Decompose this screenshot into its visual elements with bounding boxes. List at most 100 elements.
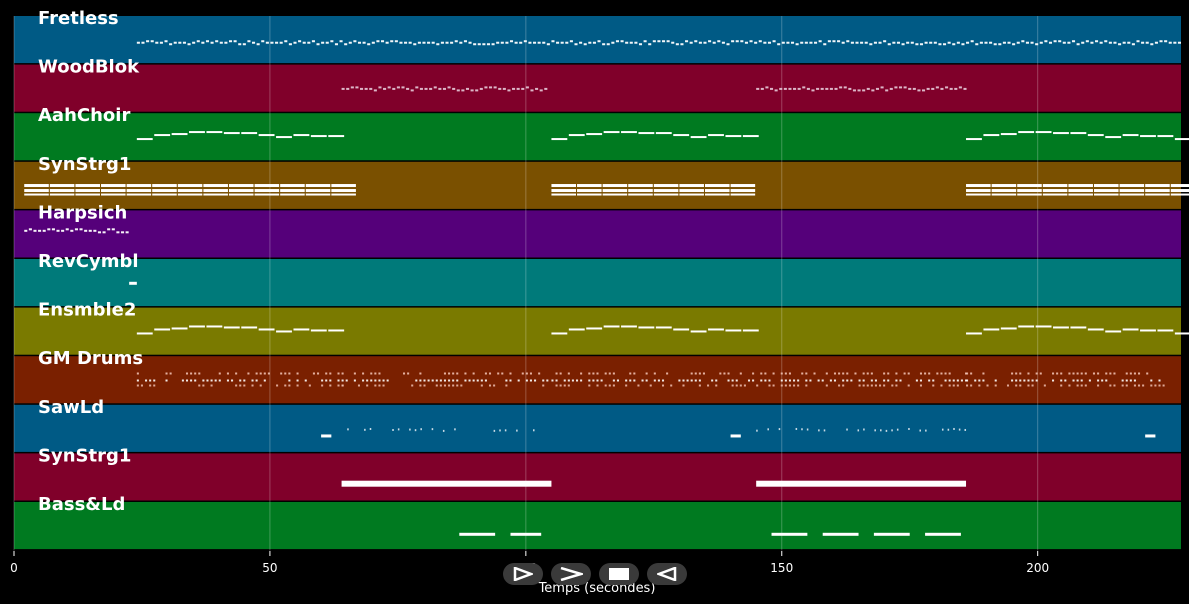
note xyxy=(1076,384,1079,387)
note xyxy=(419,384,422,387)
note xyxy=(768,379,771,382)
note xyxy=(926,87,930,90)
note xyxy=(1011,372,1014,375)
note xyxy=(401,86,405,89)
note xyxy=(350,86,354,89)
note xyxy=(1019,384,1022,387)
note xyxy=(551,138,568,141)
note xyxy=(994,379,997,382)
note xyxy=(371,41,375,44)
note xyxy=(403,372,406,375)
note xyxy=(1081,41,1085,44)
track-lane xyxy=(14,404,1181,452)
note xyxy=(178,41,182,44)
note xyxy=(874,429,876,432)
note xyxy=(376,40,380,43)
note xyxy=(883,40,887,43)
note xyxy=(978,379,981,382)
note xyxy=(1145,193,1170,196)
note xyxy=(850,41,854,44)
note xyxy=(311,40,315,43)
note xyxy=(922,89,926,92)
note xyxy=(413,43,417,46)
note xyxy=(907,372,910,375)
note xyxy=(1119,184,1145,188)
note xyxy=(279,41,283,44)
note xyxy=(885,89,889,92)
note xyxy=(915,43,919,46)
note xyxy=(496,41,500,44)
note xyxy=(768,384,771,387)
note xyxy=(1039,372,1042,375)
track-label: Harpsich xyxy=(38,202,127,223)
stop-button[interactable] xyxy=(599,563,639,585)
note xyxy=(1064,379,1067,382)
note xyxy=(811,89,815,92)
note xyxy=(355,86,359,89)
note xyxy=(852,89,856,92)
note xyxy=(126,184,152,188)
note xyxy=(24,184,49,188)
note xyxy=(742,329,759,332)
note xyxy=(255,372,258,375)
note xyxy=(24,193,49,196)
back-button[interactable] xyxy=(647,563,687,585)
note xyxy=(780,384,783,387)
note xyxy=(448,372,451,375)
note xyxy=(194,379,197,382)
note xyxy=(1105,136,1122,139)
note xyxy=(1015,379,1018,382)
note xyxy=(708,328,724,331)
note xyxy=(653,189,679,193)
note xyxy=(521,87,525,90)
note xyxy=(196,40,200,43)
note xyxy=(226,379,229,382)
note xyxy=(517,379,520,382)
note xyxy=(1145,184,1170,188)
note xyxy=(337,372,340,375)
note xyxy=(680,43,684,46)
note xyxy=(136,41,140,44)
note xyxy=(820,87,824,90)
note xyxy=(165,372,168,375)
note xyxy=(382,384,385,387)
note xyxy=(235,372,238,375)
forward-button[interactable] xyxy=(551,563,591,585)
note xyxy=(689,41,693,44)
note xyxy=(596,372,599,375)
note xyxy=(896,428,899,431)
note xyxy=(488,372,492,375)
note xyxy=(947,428,950,431)
note xyxy=(678,379,681,382)
note xyxy=(568,328,585,331)
note xyxy=(169,372,172,375)
note xyxy=(901,43,905,46)
note xyxy=(450,41,454,44)
note xyxy=(777,43,781,46)
note xyxy=(164,40,168,43)
note xyxy=(88,229,92,232)
note xyxy=(592,41,596,44)
note xyxy=(331,189,356,193)
note xyxy=(1056,372,1059,375)
note xyxy=(862,372,865,375)
note xyxy=(621,325,637,328)
note xyxy=(1053,132,1069,135)
note xyxy=(1015,372,1018,375)
note xyxy=(879,384,882,387)
note xyxy=(521,372,524,375)
note xyxy=(525,379,528,382)
note xyxy=(1141,41,1145,44)
note xyxy=(177,193,203,196)
note xyxy=(171,133,188,136)
note xyxy=(638,132,655,135)
note xyxy=(1062,41,1066,44)
note xyxy=(834,87,838,90)
note xyxy=(602,184,628,188)
note xyxy=(966,372,969,375)
note xyxy=(839,86,843,89)
play-button[interactable] xyxy=(503,563,543,585)
note xyxy=(56,229,60,232)
note xyxy=(1133,372,1136,375)
note xyxy=(407,372,410,375)
